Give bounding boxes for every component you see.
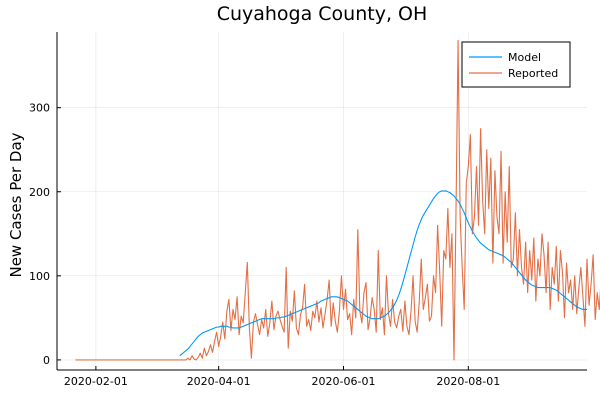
legend-label-reported: Reported (508, 67, 558, 80)
y-tick-label: 300 (29, 102, 50, 115)
x-tick-label: 2020-06-01 (312, 375, 376, 388)
y-ticks: 0 100 200 300 (29, 102, 61, 367)
x-tick-label: 2020-02-01 (64, 375, 128, 388)
axes (56, 32, 587, 371)
x-ticks: 2020-02-01 2020-04-01 2020-06-01 2020-08-01 (64, 366, 500, 388)
x-tick-label: 2020-08-01 (436, 375, 500, 388)
legend: Model Reported (461, 41, 571, 88)
chart-title: Cuyahoga County, OH (217, 3, 428, 25)
legend-label-model: Model (508, 51, 541, 64)
grid (57, 32, 587, 370)
series-line-model (179, 190, 587, 357)
y-axis-label: New Cases Per Day (7, 132, 25, 277)
series-line-reported (75, 39, 600, 361)
y-tick-label: 200 (29, 186, 50, 199)
x-tick-label: 2020-04-01 (187, 375, 251, 388)
series-layer (75, 39, 600, 361)
y-tick-label: 100 (29, 270, 50, 283)
legend-box (461, 41, 571, 88)
y-tick-label: 0 (43, 354, 50, 367)
